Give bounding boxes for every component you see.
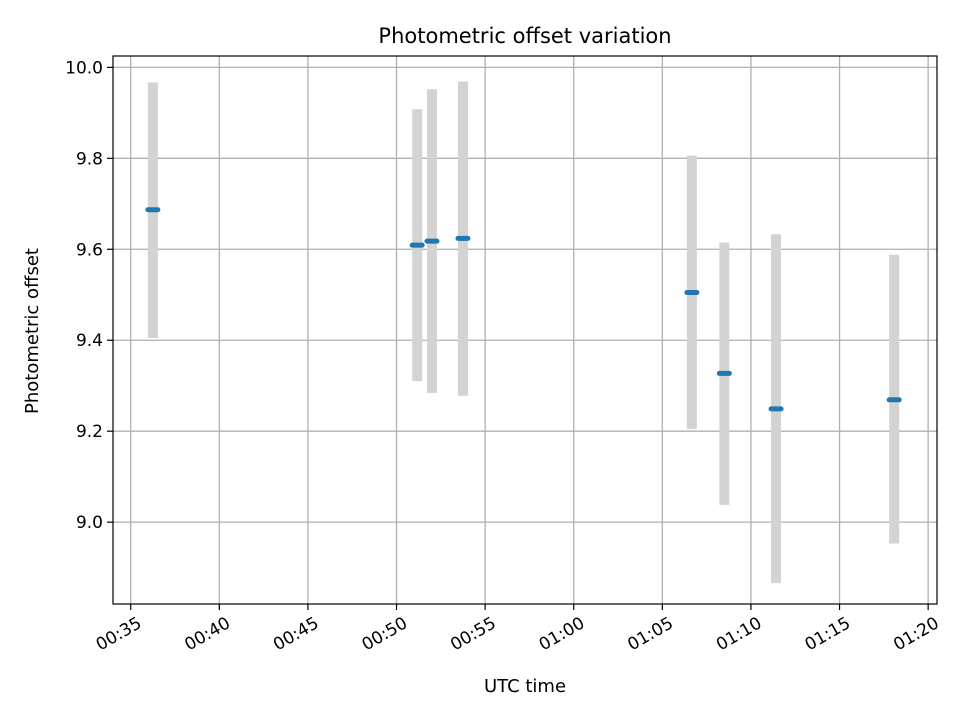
y-tick-label: 10.0 [65,58,103,78]
y-tick-label: 9.2 [76,422,103,442]
y-tick-label: 9.0 [76,513,103,533]
y-tick-label: 9.4 [76,331,103,351]
x-axis-label: UTC time [484,676,566,697]
chart-title: Photometric offset variation [378,24,671,48]
grid [113,56,937,604]
y-axis-label: Photometric offset [22,248,43,414]
y-tick-label: 9.8 [76,149,103,169]
plot-frame [112,55,938,605]
data-markers [145,207,902,412]
y-tick-label: 9.6 [76,240,103,260]
